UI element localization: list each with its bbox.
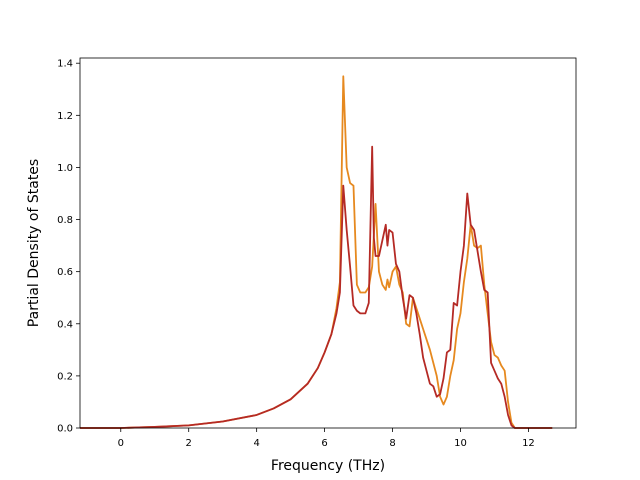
x-tick-label: 2: [186, 438, 192, 449]
y-tick-label: 1.0: [57, 163, 73, 174]
y-tick-label: 0.2: [57, 371, 73, 382]
y-axis-ticks: 0.0 0.2 0.4 0.6 0.8 1.0 1.2 1.4: [57, 59, 80, 435]
y-tick-label: 1.4: [57, 59, 73, 70]
y-axis-label: Partial Density of States: [26, 159, 42, 327]
y-tick-label: 1.2: [57, 111, 73, 122]
y-tick-label: 0.6: [57, 267, 73, 278]
plot-frame: [79, 57, 577, 429]
y-tick-label: 0.8: [57, 215, 73, 226]
series-layer: [80, 75, 553, 429]
x-tick-label: 8: [389, 438, 395, 449]
series-line-1: [80, 145, 553, 429]
x-tick-label: 0: [118, 438, 124, 449]
x-tick-label: 6: [321, 438, 327, 449]
x-axis-label: Frequency (THz): [271, 458, 385, 474]
y-tick-label: 0.4: [57, 319, 73, 330]
x-tick-label: 10: [454, 438, 467, 449]
x-axis-ticks: 0 2 4 6 8 10 12: [118, 428, 535, 449]
y-tick-label: 0.0: [57, 424, 73, 435]
x-tick-label: 4: [253, 438, 259, 449]
x-tick-label: 12: [522, 438, 535, 449]
